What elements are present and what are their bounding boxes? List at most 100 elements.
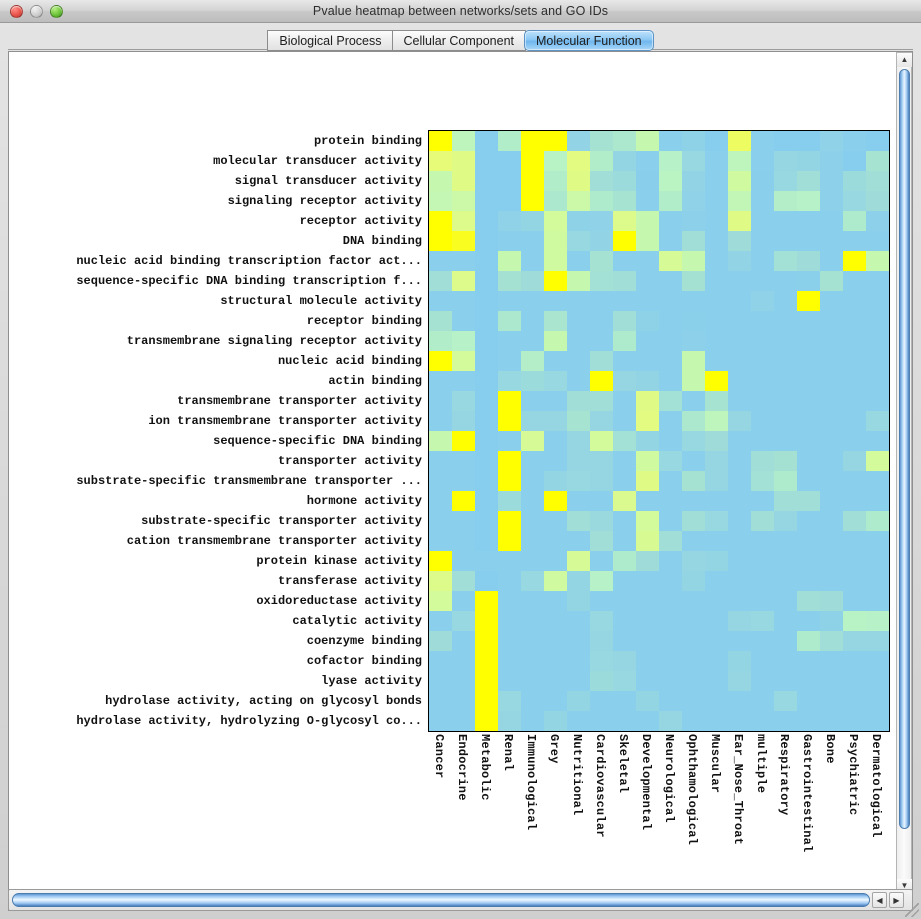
heatmap-cell[interactable] xyxy=(498,131,521,151)
heatmap-cell[interactable] xyxy=(728,151,751,171)
heatmap-cell[interactable] xyxy=(682,431,705,451)
heatmap-cell[interactable] xyxy=(843,671,866,691)
heatmap-cell[interactable] xyxy=(521,151,544,171)
heatmap-cell[interactable] xyxy=(728,491,751,511)
heatmap-cell[interactable] xyxy=(429,511,452,531)
heatmap-cell[interactable] xyxy=(544,351,567,371)
heatmap-cell[interactable] xyxy=(636,291,659,311)
heatmap-cell[interactable] xyxy=(452,271,475,291)
heatmap-cell[interactable] xyxy=(774,431,797,451)
heatmap-cell[interactable] xyxy=(636,351,659,371)
heatmap-cell[interactable] xyxy=(498,211,521,231)
heatmap-cell[interactable] xyxy=(797,271,820,291)
heatmap-cell[interactable] xyxy=(590,171,613,191)
heatmap-cell[interactable] xyxy=(429,671,452,691)
heatmap-cell[interactable] xyxy=(636,591,659,611)
heatmap-cell[interactable] xyxy=(613,411,636,431)
heatmap-cell[interactable] xyxy=(636,691,659,711)
heatmap-cell[interactable] xyxy=(774,531,797,551)
heatmap-cell[interactable] xyxy=(820,671,843,691)
heatmap-cell[interactable] xyxy=(659,151,682,171)
heatmap-cell[interactable] xyxy=(728,431,751,451)
heatmap-cell[interactable] xyxy=(475,471,498,491)
heatmap-cell[interactable] xyxy=(728,131,751,151)
heatmap-cell[interactable] xyxy=(774,291,797,311)
heatmap-cell[interactable] xyxy=(705,451,728,471)
heatmap-cell[interactable] xyxy=(452,411,475,431)
heatmap-cell[interactable] xyxy=(429,271,452,291)
heatmap-cell[interactable] xyxy=(797,151,820,171)
heatmap-grid[interactable] xyxy=(428,130,890,732)
heatmap-cell[interactable] xyxy=(475,571,498,591)
heatmap-cell[interactable] xyxy=(475,511,498,531)
heatmap-cell[interactable] xyxy=(682,231,705,251)
heatmap-cell[interactable] xyxy=(452,371,475,391)
heatmap-cell[interactable] xyxy=(544,411,567,431)
heatmap-cell[interactable] xyxy=(866,471,889,491)
heatmap-cell[interactable] xyxy=(705,151,728,171)
heatmap-cell[interactable] xyxy=(682,671,705,691)
heatmap-cell[interactable] xyxy=(751,471,774,491)
heatmap-cell[interactable] xyxy=(613,511,636,531)
heatmap-cell[interactable] xyxy=(429,651,452,671)
heatmap-cell[interactable] xyxy=(866,171,889,191)
heatmap-cell[interactable] xyxy=(843,571,866,591)
heatmap-cell[interactable] xyxy=(521,131,544,151)
heatmap-cell[interactable] xyxy=(774,211,797,231)
heatmap-cell[interactable] xyxy=(521,631,544,651)
heatmap-cell[interactable] xyxy=(613,151,636,171)
heatmap-cell[interactable] xyxy=(452,231,475,251)
heatmap-cell[interactable] xyxy=(590,211,613,231)
heatmap-cell[interactable] xyxy=(544,551,567,571)
heatmap-cell[interactable] xyxy=(590,451,613,471)
heatmap-cell[interactable] xyxy=(797,291,820,311)
heatmap-cell[interactable] xyxy=(820,631,843,651)
heatmap-cell[interactable] xyxy=(774,351,797,371)
heatmap-cell[interactable] xyxy=(521,651,544,671)
heatmap-cell[interactable] xyxy=(475,231,498,251)
heatmap-cell[interactable] xyxy=(475,151,498,171)
heatmap-cell[interactable] xyxy=(705,191,728,211)
heatmap-cell[interactable] xyxy=(567,331,590,351)
heatmap-cell[interactable] xyxy=(613,351,636,371)
heatmap-cell[interactable] xyxy=(544,311,567,331)
heatmap-cell[interactable] xyxy=(728,211,751,231)
heatmap-cell[interactable] xyxy=(544,331,567,351)
heatmap-cell[interactable] xyxy=(498,671,521,691)
heatmap-cell[interactable] xyxy=(521,451,544,471)
heatmap-cell[interactable] xyxy=(774,171,797,191)
heatmap-cell[interactable] xyxy=(843,331,866,351)
heatmap-cell[interactable] xyxy=(498,551,521,571)
heatmap-cell[interactable] xyxy=(636,491,659,511)
heatmap-cell[interactable] xyxy=(797,631,820,651)
heatmap-cell[interactable] xyxy=(613,171,636,191)
heatmap-cell[interactable] xyxy=(636,191,659,211)
heatmap-cell[interactable] xyxy=(475,211,498,231)
heatmap-cell[interactable] xyxy=(820,251,843,271)
heatmap-cell[interactable] xyxy=(567,691,590,711)
heatmap-cell[interactable] xyxy=(613,631,636,651)
heatmap-cell[interactable] xyxy=(751,171,774,191)
heatmap-cell[interactable] xyxy=(590,291,613,311)
heatmap-cell[interactable] xyxy=(797,371,820,391)
heatmap-cell[interactable] xyxy=(728,331,751,351)
heatmap-cell[interactable] xyxy=(590,671,613,691)
heatmap-cell[interactable] xyxy=(866,231,889,251)
heatmap-cell[interactable] xyxy=(636,451,659,471)
heatmap-cell[interactable] xyxy=(452,431,475,451)
heatmap-cell[interactable] xyxy=(590,491,613,511)
heatmap-cell[interactable] xyxy=(636,531,659,551)
heatmap-cell[interactable] xyxy=(659,171,682,191)
heatmap-cell[interactable] xyxy=(590,691,613,711)
heatmap-cell[interactable] xyxy=(452,151,475,171)
heatmap-cell[interactable] xyxy=(843,431,866,451)
heatmap-cell[interactable] xyxy=(659,311,682,331)
heatmap-cell[interactable] xyxy=(544,371,567,391)
heatmap-cell[interactable] xyxy=(452,691,475,711)
heatmap-cell[interactable] xyxy=(613,391,636,411)
heatmap-cell[interactable] xyxy=(705,391,728,411)
heatmap-cell[interactable] xyxy=(590,151,613,171)
heatmap-cell[interactable] xyxy=(429,431,452,451)
heatmap-cell[interactable] xyxy=(498,391,521,411)
heatmap-cell[interactable] xyxy=(797,651,820,671)
